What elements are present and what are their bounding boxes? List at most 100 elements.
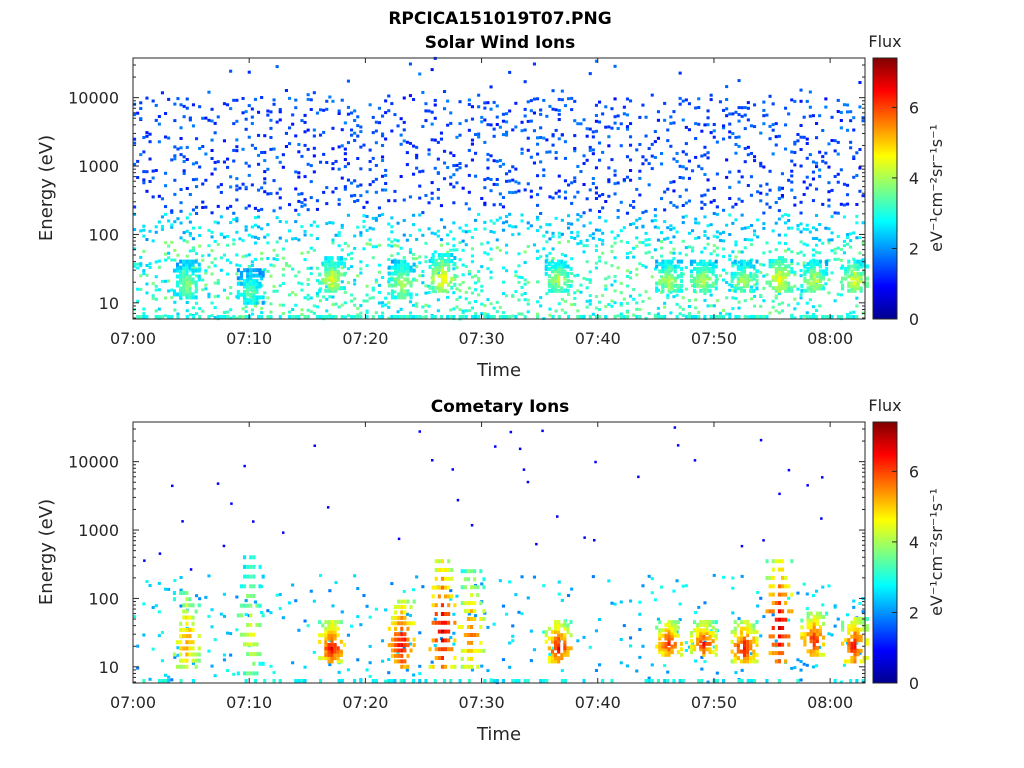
heatmap-cell	[260, 186, 264, 190]
heatmap-cell	[191, 615, 195, 620]
heatmap-cell	[687, 176, 691, 180]
heatmap-cell	[777, 217, 781, 221]
heatmap-cell	[260, 277, 264, 281]
heatmap-cell	[694, 106, 698, 110]
heatmap-cell	[191, 315, 195, 319]
heatmap-cell	[526, 136, 530, 140]
heatmap-cell	[563, 311, 567, 315]
heatmap-cell	[291, 113, 295, 117]
heatmap-cell	[258, 652, 262, 657]
heatmap-cell	[743, 266, 747, 271]
heatmap-cell	[765, 559, 769, 564]
heatmap-cell	[210, 149, 214, 152]
heatmap-cell	[610, 299, 614, 303]
heatmap-cell	[699, 633, 703, 638]
heatmap-cell	[232, 218, 236, 221]
heatmap-cell	[667, 647, 671, 652]
heatmap-cell	[557, 283, 561, 288]
heatmap-cell	[374, 120, 378, 124]
heatmap-cell	[145, 189, 149, 193]
heatmap-cell	[281, 303, 285, 307]
heatmap-cell	[377, 315, 381, 319]
heatmap-cell	[173, 220, 177, 224]
heatmap-cell	[216, 115, 220, 119]
heatmap-cell	[563, 269, 567, 274]
heatmap-cell	[793, 142, 797, 146]
heatmap-cell	[650, 577, 654, 581]
heatmap-cell	[529, 189, 533, 193]
heatmap-cell	[635, 187, 639, 191]
heatmap-cell	[440, 288, 444, 293]
heatmap-cell	[526, 310, 530, 314]
heatmap-cell	[678, 251, 682, 255]
heatmap-cell	[243, 279, 247, 284]
heatmap-cell	[249, 594, 253, 598]
heatmap-cell	[687, 102, 691, 106]
heatmap-cell	[324, 269, 328, 274]
heatmap-cell	[737, 300, 741, 304]
heatmap-cell	[477, 93, 481, 97]
heatmap-cell	[397, 277, 401, 282]
heatmap-cell	[501, 658, 505, 662]
heatmap-cell	[576, 289, 580, 293]
heatmap-cell	[560, 89, 564, 93]
heatmap-cell	[353, 193, 357, 197]
heatmap-cell	[261, 270, 265, 275]
heatmap-cell	[585, 244, 589, 248]
heatmap-cell	[437, 273, 441, 278]
heatmap-cell	[711, 262, 715, 267]
heatmap-cell	[321, 633, 325, 638]
heatmap-cell	[439, 137, 443, 141]
heatmap-cell	[799, 660, 803, 663]
heatmap-cell	[711, 269, 715, 274]
heatmap-cell	[844, 271, 848, 276]
heatmap-cell	[394, 277, 398, 282]
heatmap-cell	[333, 277, 337, 282]
heatmap-cell	[551, 315, 555, 319]
heatmap-cell	[434, 603, 438, 608]
heatmap-cell	[658, 631, 662, 635]
heatmap-cell	[312, 134, 316, 138]
heatmap-cell	[787, 213, 791, 217]
heatmap-cell	[711, 281, 715, 286]
heatmap-cell	[325, 99, 329, 103]
heatmap-cell	[796, 224, 800, 228]
y-tick-label: 100	[88, 589, 119, 608]
heatmap-cell	[666, 670, 670, 674]
heatmap-cell	[520, 129, 524, 133]
heatmap-cell	[684, 246, 688, 250]
heatmap-cell	[647, 679, 651, 683]
heatmap-cell	[849, 232, 853, 236]
heatmap-cell	[424, 315, 428, 319]
heatmap-cell	[145, 315, 149, 319]
heatmap-cell	[255, 284, 259, 289]
heatmap-cell	[390, 265, 394, 270]
heatmap-cell	[725, 158, 729, 162]
heatmap-cell	[678, 618, 682, 622]
heatmap-cell	[862, 269, 866, 274]
heatmap-cell	[736, 286, 740, 291]
heatmap-cell	[303, 143, 307, 147]
heatmap-cell	[300, 282, 304, 286]
heatmap-cell	[548, 313, 552, 317]
heatmap-cell	[762, 286, 766, 290]
heatmap-cell	[402, 96, 406, 100]
x-axis: 07:00 07:10 07:20 07:30 07:40 07:50 08:00	[110, 422, 853, 712]
heatmap-cell	[405, 238, 409, 242]
heatmap-cell	[619, 638, 623, 641]
heatmap-cell	[244, 117, 248, 121]
heatmap-cell	[803, 276, 807, 281]
heatmap-cell	[806, 484, 809, 487]
heatmap-cell	[809, 625, 813, 630]
heatmap-cell	[154, 169, 158, 172]
heatmap-cell	[402, 315, 406, 319]
heatmap-cell	[594, 197, 598, 200]
heatmap-cell	[703, 203, 707, 206]
colorbar-tick-label: 2	[909, 603, 919, 622]
heatmap-cell	[444, 273, 448, 278]
heatmap-cell	[179, 621, 183, 626]
heatmap-cell	[681, 165, 685, 169]
heatmap-cell	[746, 262, 750, 267]
heatmap-cell	[343, 185, 347, 189]
